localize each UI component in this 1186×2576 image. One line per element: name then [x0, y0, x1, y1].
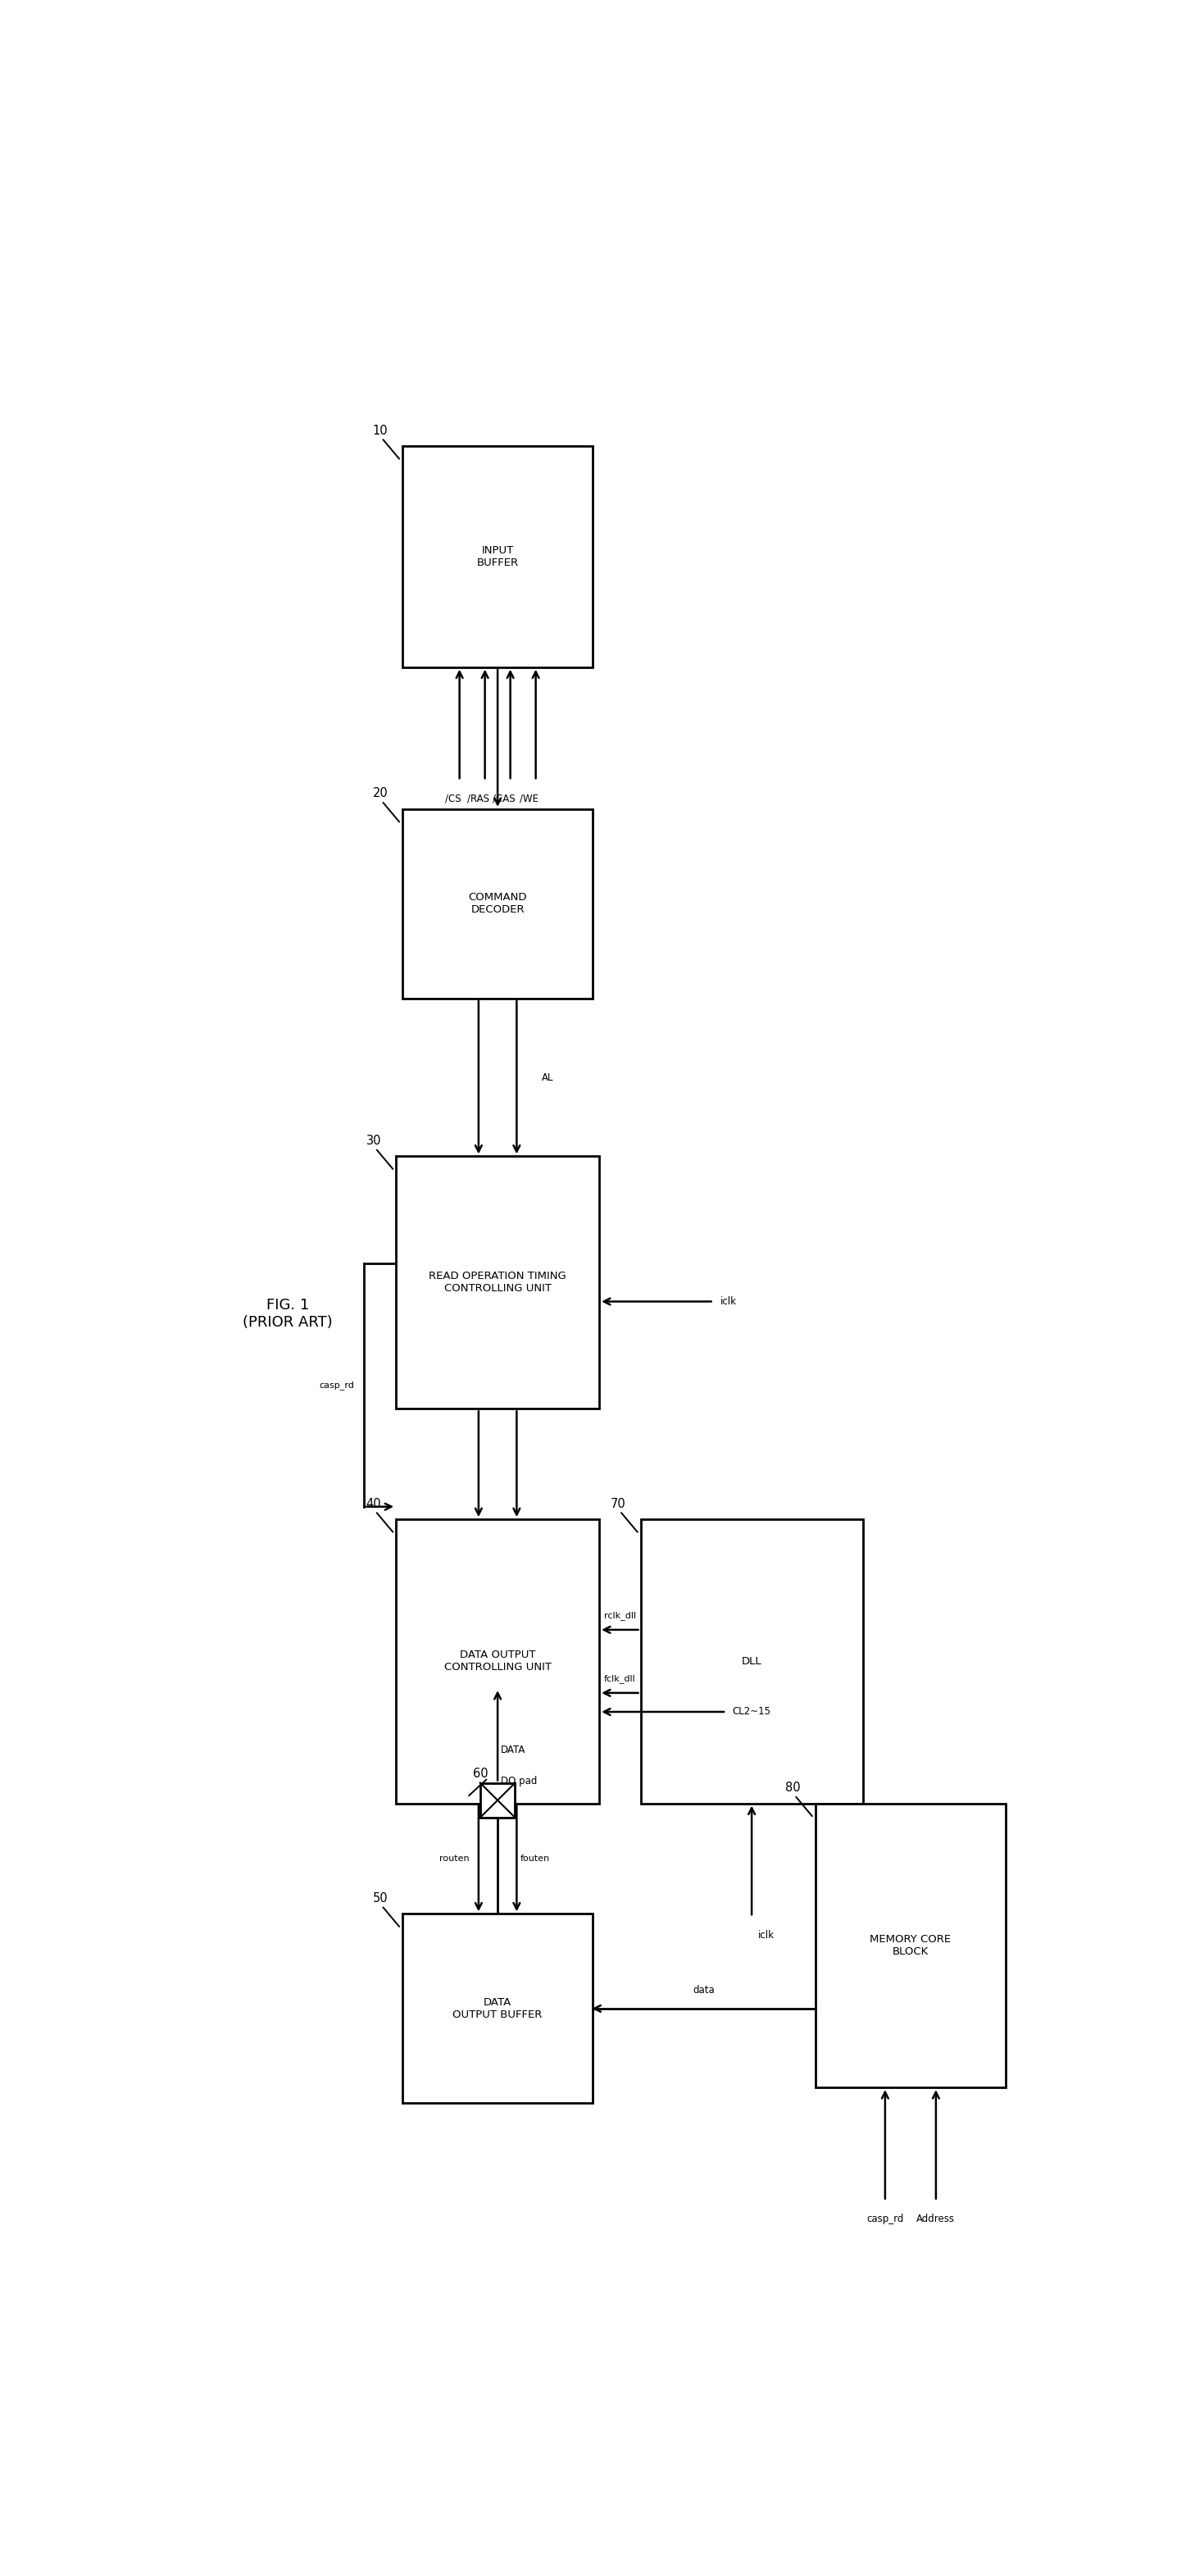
Text: 60: 60 [473, 1767, 489, 1780]
Text: routen: routen [439, 1855, 468, 1862]
Bar [396, 1520, 599, 1803]
Text: /WE: /WE [519, 793, 538, 804]
Text: rclk_dll: rclk_dll [604, 1613, 636, 1620]
Text: COMMAND
DECODER: COMMAND DECODER [468, 891, 527, 914]
Text: fclk_dll: fclk_dll [604, 1674, 636, 1685]
Text: 10: 10 [372, 425, 388, 438]
Text: casp_rd: casp_rd [867, 2213, 904, 2226]
Text: 40: 40 [366, 1497, 382, 1510]
Text: casp_rd: casp_rd [319, 1381, 355, 1388]
Text: 20: 20 [372, 788, 388, 799]
Text: 70: 70 [611, 1497, 626, 1510]
Bar [402, 446, 593, 667]
Text: DLL: DLL [741, 1656, 761, 1667]
Text: DATA: DATA [500, 1744, 525, 1754]
Text: DATA OUTPUT
CONTROLLING UNIT: DATA OUTPUT CONTROLLING UNIT [444, 1649, 551, 1672]
Text: Address: Address [917, 2213, 955, 2226]
Text: DATA
OUTPUT BUFFER: DATA OUTPUT BUFFER [453, 1996, 542, 2020]
Bar [815, 1803, 1006, 2087]
Text: /CS: /CS [445, 793, 461, 804]
Text: fouten: fouten [519, 1855, 549, 1862]
Bar [640, 1520, 863, 1803]
Text: 50: 50 [372, 1893, 388, 1904]
Text: iclk: iclk [720, 1296, 737, 1306]
Text: INPUT
BUFFER: INPUT BUFFER [477, 546, 518, 569]
Bar [480, 1783, 515, 1819]
Text: FIG. 1
(PRIOR ART): FIG. 1 (PRIOR ART) [243, 1298, 333, 1329]
Bar [402, 809, 593, 999]
Text: iclk: iclk [758, 1929, 774, 1940]
Text: AL: AL [542, 1072, 554, 1082]
Bar [396, 1157, 599, 1409]
Text: data: data [693, 1986, 715, 1996]
Text: 30: 30 [366, 1133, 382, 1146]
Text: READ OPERATION TIMING
CONTROLLING UNIT: READ OPERATION TIMING CONTROLLING UNIT [429, 1270, 567, 1293]
Text: DQ pad: DQ pad [500, 1775, 537, 1788]
Text: /CAS: /CAS [492, 793, 515, 804]
Text: CL2~15: CL2~15 [733, 1705, 771, 1718]
Text: 80: 80 [785, 1783, 801, 1793]
Text: MEMORY CORE
BLOCK: MEMORY CORE BLOCK [869, 1935, 951, 1958]
Text: /RAS: /RAS [467, 793, 490, 804]
Bar [402, 1914, 593, 2102]
